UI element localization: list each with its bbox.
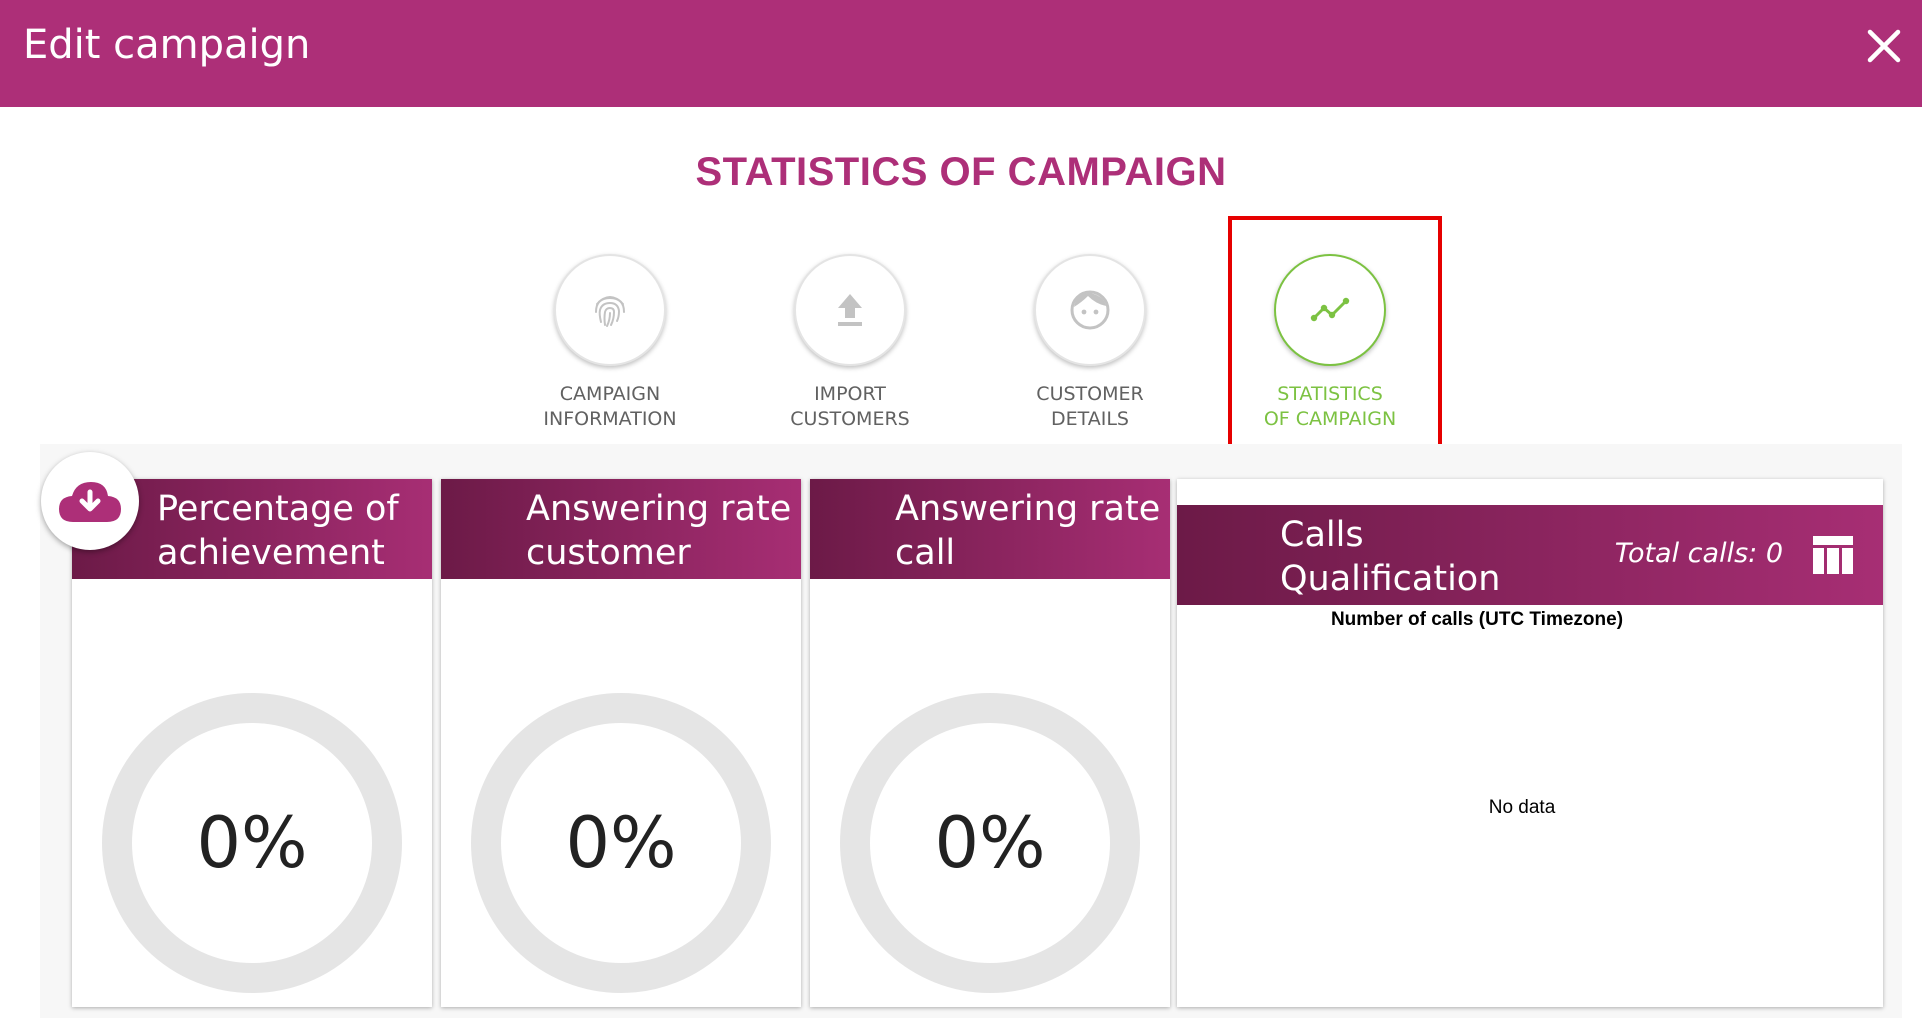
- answering-rate-call-card: Answering rate call 0%: [810, 479, 1170, 1007]
- card-title-line1: Answering rate: [895, 489, 1161, 529]
- cloud-download-icon: [59, 482, 121, 522]
- modal-title: Edit campaign: [23, 22, 311, 68]
- step-label: CUSTOMER DETAILS: [990, 382, 1190, 432]
- card-title-line2: call: [895, 533, 956, 573]
- no-data-message: No data: [1488, 797, 1556, 818]
- fingerprint-icon: [595, 296, 625, 327]
- step-label-line1: IMPORT: [814, 383, 886, 405]
- card-title-line1: Answering rate: [526, 489, 792, 529]
- card-title: Answering rate customer: [526, 487, 791, 575]
- chart-title: Number of calls (UTC Timezone): [1330, 609, 1624, 630]
- active-step-highlight: [1228, 216, 1442, 459]
- card-title-line2: Qualification: [1280, 559, 1501, 599]
- card-header: Answering rate call: [810, 479, 1170, 579]
- trending-icon: [1310, 297, 1350, 322]
- close-button[interactable]: [1860, 22, 1908, 70]
- step-label-line1: CUSTOMER: [1036, 383, 1144, 405]
- step-label: STATISTICS OF CAMPAIGN: [1230, 382, 1430, 432]
- card-title-line2: customer: [526, 533, 691, 573]
- card-title: Calls Qualification: [1280, 513, 1500, 601]
- step-label: CAMPAIGN INFORMATION: [510, 382, 710, 432]
- progress-ring: 0%: [471, 693, 771, 993]
- close-icon: [1867, 29, 1901, 63]
- step-circle[interactable]: [1274, 254, 1386, 366]
- step-label: IMPORT CUSTOMERS: [750, 382, 950, 432]
- step-customer-details[interactable]: CUSTOMER DETAILS: [990, 254, 1190, 432]
- card-title-line2: achievement: [157, 533, 385, 573]
- page-title: STATISTICS OF CAMPAIGN: [695, 150, 1227, 194]
- step-label-line2: OF CAMPAIGN: [1263, 408, 1397, 430]
- progress-ring: 0%: [102, 693, 402, 993]
- card-title-line1: Calls: [1280, 515, 1364, 555]
- progress-ring: 0%: [840, 693, 1140, 993]
- total-calls: Total calls: 0: [1614, 538, 1783, 569]
- modal-header: Edit campaign: [0, 0, 1922, 107]
- percentage-value: 0%: [934, 802, 1046, 884]
- card-title-line1: Percentage of: [157, 489, 399, 529]
- step-campaign-information[interactable]: CAMPAIGN INFORMATION: [510, 254, 710, 432]
- card-title: Answering rate call: [895, 487, 1160, 575]
- percentage-value: 0%: [196, 802, 308, 884]
- calls-qualification-card: Calls Qualification Total calls: 0 Numbe…: [1177, 479, 1883, 1007]
- step-label-line1: STATISTICS: [1277, 383, 1383, 405]
- table-view-button[interactable]: [1813, 536, 1853, 574]
- step-circle[interactable]: [794, 254, 906, 366]
- upload-icon: [838, 294, 862, 326]
- answering-rate-customer-card: Answering rate customer 0%: [441, 479, 801, 1007]
- percentage-value: 0%: [565, 802, 677, 884]
- step-label-line2: INFORMATION: [543, 408, 677, 430]
- card-header: Calls Qualification Total calls: 0: [1177, 505, 1883, 605]
- step-label-line2: DETAILS: [1050, 408, 1129, 430]
- card-header: Answering rate customer: [441, 479, 801, 579]
- step-statistics-of-campaign[interactable]: STATISTICS OF CAMPAIGN: [1230, 254, 1430, 432]
- achievement-card: Percentage of achievement 0%: [72, 479, 432, 1007]
- step-label-line2: CUSTOMERS: [790, 408, 910, 430]
- card-title: Percentage of achievement: [157, 487, 399, 575]
- step-circle[interactable]: [1034, 254, 1146, 366]
- step-circle[interactable]: [554, 254, 666, 366]
- step-label-line1: CAMPAIGN: [559, 383, 661, 405]
- card-header: Percentage of achievement: [72, 479, 432, 579]
- step-import-customers[interactable]: IMPORT CUSTOMERS: [750, 254, 950, 432]
- face-icon: [1070, 290, 1110, 330]
- download-button[interactable]: [41, 452, 139, 550]
- table-icon: [1813, 536, 1853, 574]
